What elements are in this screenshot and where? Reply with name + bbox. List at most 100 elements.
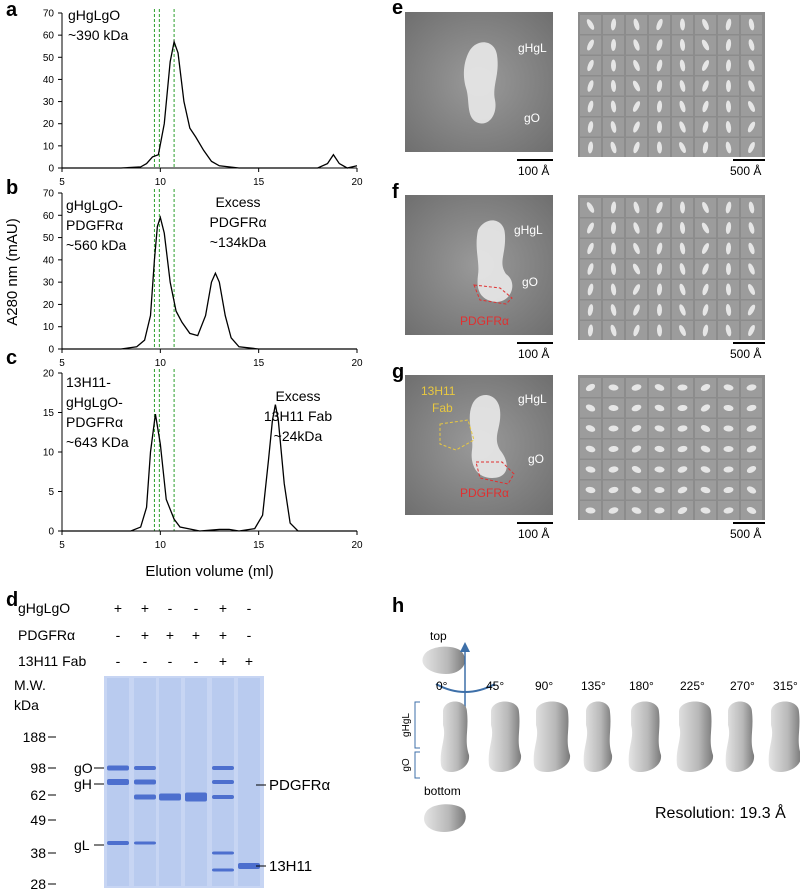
lane-sign: + bbox=[245, 653, 253, 669]
class-particle bbox=[702, 141, 709, 154]
particle-label: gHgL bbox=[518, 41, 547, 55]
y-tick-label: 30 bbox=[43, 278, 55, 289]
class-particle bbox=[656, 304, 663, 316]
class-particle bbox=[586, 202, 595, 213]
panel-letter: b bbox=[6, 177, 18, 199]
angle-label: 45° bbox=[486, 679, 504, 693]
class-particle bbox=[610, 18, 617, 31]
particle-label: PDGFRα bbox=[460, 486, 509, 500]
scale-bar-label: 100 Å bbox=[518, 526, 549, 541]
class-particle bbox=[700, 507, 711, 514]
fab-outline bbox=[439, 419, 475, 451]
class-particle bbox=[725, 141, 732, 154]
class-particle bbox=[656, 100, 663, 113]
class-particle bbox=[679, 222, 686, 234]
class-particle bbox=[723, 404, 734, 412]
class-particle bbox=[726, 80, 731, 92]
class-particle bbox=[610, 201, 617, 214]
chromatogram-line bbox=[62, 39, 358, 169]
class-particle bbox=[585, 486, 596, 494]
band-label: 13H11 bbox=[269, 858, 312, 875]
class-particle bbox=[747, 284, 756, 295]
class-particle bbox=[656, 80, 663, 92]
y-tick-label: 40 bbox=[43, 75, 55, 86]
lane-sign: - bbox=[168, 600, 173, 616]
class-particle bbox=[746, 507, 757, 514]
x-tick-label: 15 bbox=[253, 177, 265, 188]
scale-bar-label: 500 Å bbox=[730, 526, 761, 541]
y-tick-label: 60 bbox=[43, 211, 55, 222]
class-particle bbox=[610, 242, 617, 255]
gel-band bbox=[212, 780, 234, 784]
lane-sign: + bbox=[219, 653, 227, 669]
gel-band bbox=[134, 794, 156, 800]
x-tick-label: 20 bbox=[351, 177, 363, 188]
class-particle bbox=[725, 18, 732, 31]
class-particle bbox=[610, 141, 617, 154]
class-particle bbox=[677, 466, 688, 473]
class-particle bbox=[677, 404, 688, 412]
y-tick-label: 10 bbox=[43, 322, 55, 333]
x-tick-label: 5 bbox=[59, 177, 65, 188]
class-particle bbox=[702, 324, 709, 337]
panel-letter: f bbox=[392, 181, 399, 203]
class-particle bbox=[587, 141, 594, 154]
lane-sign: + bbox=[114, 600, 122, 616]
lane-sign: - bbox=[116, 627, 121, 643]
class-particle bbox=[747, 121, 756, 133]
gel-lane bbox=[185, 678, 207, 886]
class-particle bbox=[608, 507, 619, 514]
class-particle bbox=[679, 18, 686, 31]
x-tick-label: 15 bbox=[253, 540, 265, 551]
annotation: 13H11 Fab bbox=[264, 408, 332, 424]
class-particle bbox=[656, 222, 663, 234]
y-tick-label: 70 bbox=[43, 189, 55, 200]
class-particle bbox=[701, 60, 710, 71]
class-particle bbox=[586, 19, 595, 30]
class-particle bbox=[677, 507, 688, 514]
region-label: gO bbox=[401, 758, 412, 772]
class-particle bbox=[747, 304, 756, 316]
class-particle bbox=[702, 18, 709, 31]
gel-band bbox=[134, 779, 156, 785]
gel-band bbox=[134, 841, 156, 845]
class-particle bbox=[610, 304, 617, 316]
class-particle bbox=[725, 304, 732, 316]
class-particle bbox=[633, 324, 640, 337]
class-particle bbox=[725, 242, 732, 255]
y-tick-label: 10 bbox=[43, 141, 55, 152]
class-particle bbox=[585, 466, 596, 473]
class-particle bbox=[654, 425, 665, 432]
particle-label: gO bbox=[528, 452, 544, 466]
class-particle bbox=[610, 100, 617, 113]
scale-bar-label: 500 Å bbox=[730, 163, 761, 178]
class-particle bbox=[654, 486, 665, 494]
particle-label: gO bbox=[524, 111, 540, 125]
class-particle bbox=[700, 445, 711, 453]
class-particle bbox=[701, 39, 710, 51]
class-particle bbox=[748, 222, 755, 234]
class-particle bbox=[679, 283, 686, 296]
y-tick-label: 0 bbox=[48, 164, 54, 175]
class-particle bbox=[700, 424, 711, 433]
class-particle bbox=[654, 466, 665, 473]
particle bbox=[469, 394, 507, 478]
annotation: PDGFRα bbox=[66, 414, 123, 430]
y-tick-label: 20 bbox=[43, 119, 55, 130]
class-particle bbox=[656, 59, 663, 72]
model-view bbox=[488, 701, 522, 773]
class-particle bbox=[748, 59, 755, 72]
class-particle bbox=[679, 324, 686, 337]
class-particle bbox=[746, 445, 757, 453]
class-particle bbox=[587, 59, 594, 72]
angle-label: 0° bbox=[436, 679, 448, 693]
lane-sign: + bbox=[141, 627, 149, 643]
class-particle bbox=[587, 121, 594, 133]
angle-label: 315° bbox=[773, 679, 798, 693]
particle-label: gO bbox=[522, 275, 538, 289]
y-tick-label: 5 bbox=[48, 487, 54, 498]
class-particle bbox=[585, 425, 596, 432]
class-particle bbox=[610, 39, 617, 51]
class-particle bbox=[631, 486, 642, 494]
y-tick-label: 0 bbox=[48, 345, 54, 356]
